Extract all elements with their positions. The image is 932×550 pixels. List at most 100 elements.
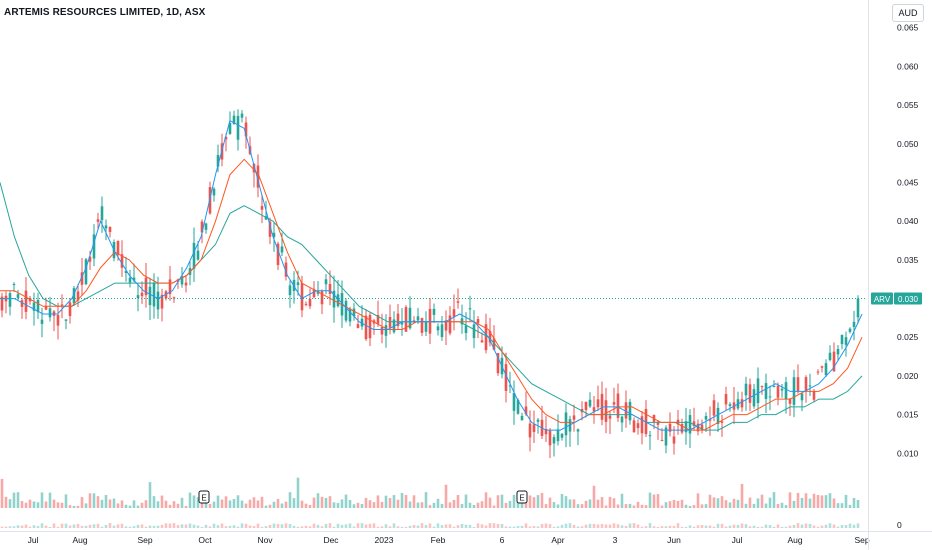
candle-body (48, 308, 52, 318)
volume-bar (588, 499, 592, 508)
volume-bar-lower (728, 525, 732, 528)
volume-bar-lower (476, 523, 480, 528)
candle-body (232, 115, 236, 125)
volume-bar (480, 501, 484, 508)
volume-bar (124, 504, 128, 508)
volume-bar-lower (52, 523, 56, 528)
volume-bar (452, 499, 456, 508)
y-tick-label: 0.060 (897, 61, 919, 71)
candle-body (404, 307, 408, 332)
volume-bar (784, 505, 788, 508)
candle-body (436, 326, 440, 331)
volume-bar (808, 498, 812, 508)
volume-bar (340, 499, 344, 508)
volume-bar-lower (392, 523, 396, 528)
candle-body (64, 319, 68, 321)
volume-bar (824, 495, 828, 508)
time-axis: Jul Aug Sep Oct Nov Dec 2023 Feb 6 Apr 3 Jun Jul Aug S… (0, 292, 922, 545)
volume-bar-lower (12, 526, 16, 528)
candle-body (496, 353, 500, 374)
candle-body (564, 412, 568, 436)
candle-body (476, 319, 480, 324)
volume-bar-lower (448, 524, 452, 528)
volume-bar-lower (64, 523, 68, 528)
candle-body (140, 292, 144, 297)
candle-body (468, 308, 472, 310)
volume-bar (460, 504, 464, 508)
candle-body (284, 262, 288, 277)
candle-body (32, 302, 36, 311)
volume-bar-lower (820, 525, 824, 528)
candle-body (620, 416, 624, 423)
volume-bar (820, 495, 824, 508)
volume-bar-lower (32, 525, 36, 528)
volume-bar-lower (552, 526, 556, 528)
candle-body (424, 322, 428, 332)
volume-bar-lower (464, 524, 468, 528)
candle-body (768, 396, 772, 398)
volume-bar-lower (92, 524, 96, 528)
volume-bar-lower (580, 526, 584, 528)
volume-bar-lower (740, 523, 744, 528)
volume-bar (56, 502, 60, 508)
volume-bar-lower (244, 523, 248, 528)
currency-button[interactable]: AUD (892, 4, 924, 22)
volume-bar-lower (800, 524, 804, 528)
candle-body (788, 399, 792, 404)
volume-bar-lower (708, 525, 712, 528)
candle-body (312, 289, 316, 298)
volume-bar-lower (332, 526, 336, 528)
volume-bar (244, 503, 248, 508)
volume-bar-lower (520, 525, 524, 528)
volume-bar (260, 496, 264, 508)
volume-bar (356, 502, 360, 508)
volume-bar (0, 478, 4, 508)
x-tick-label: Jun (667, 535, 681, 545)
candle-body (68, 302, 72, 317)
volume-bar-lower (400, 526, 404, 528)
volume-bar-lower (288, 523, 292, 528)
volume-bar (172, 501, 176, 508)
volume-bar-lower (492, 523, 496, 528)
volume-bar-lower (496, 523, 500, 528)
volume-bar (656, 494, 660, 508)
volume-bar (752, 503, 756, 508)
volume-bar (396, 499, 400, 508)
volume-bar-lower (736, 524, 740, 528)
volume-bar (812, 493, 816, 508)
candle-body (756, 378, 760, 404)
volume-bar (592, 485, 596, 508)
volume-bar-lower (548, 524, 552, 528)
volume-bar (52, 499, 56, 508)
volume-bar-lower (360, 523, 364, 528)
candle-body (512, 393, 516, 411)
volume-bar-lower (152, 525, 156, 528)
volume-bar-lower (772, 526, 776, 528)
volume-bar (756, 498, 760, 508)
candle-body (552, 437, 556, 444)
candle-body (380, 327, 384, 335)
candle-body (92, 234, 96, 259)
volume-bar-lower (532, 526, 536, 528)
volume-bar (84, 503, 88, 508)
candle-body (276, 243, 280, 266)
volume-bar-lower (36, 526, 40, 528)
candle-body (836, 348, 840, 355)
volume-bar (276, 498, 280, 508)
volume-bar-lower (304, 525, 308, 528)
candle-body (24, 290, 28, 312)
volume-bar (456, 494, 460, 508)
candle-body (632, 420, 636, 433)
candle-body (656, 421, 660, 425)
volume-bar-lower (796, 523, 800, 528)
candle-body (440, 324, 444, 338)
volume-bar-lower (832, 524, 836, 528)
volume-bar (436, 498, 440, 508)
volume-bar (632, 505, 636, 508)
volume-bar-lower (828, 523, 832, 528)
volume-bar (248, 499, 252, 508)
candle-body (76, 291, 80, 301)
y-tick-label: 0.015 (897, 410, 919, 420)
